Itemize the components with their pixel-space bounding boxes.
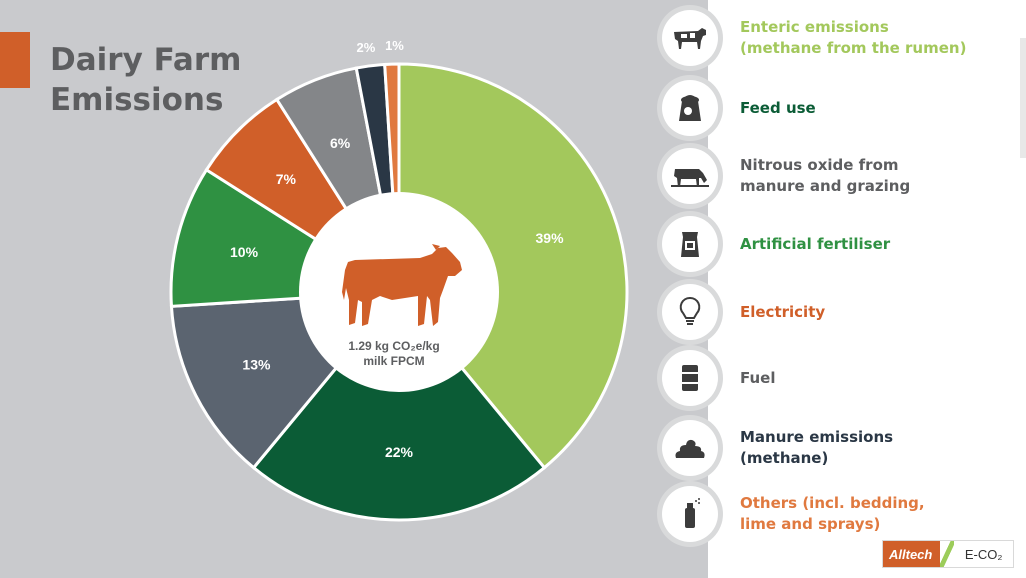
legend-label-line1: Electricity [740, 302, 826, 321]
pie-slice [251, 289, 547, 522]
cow-icon [662, 10, 718, 66]
legend-panel: Enteric emissions (methane from the rumen… [662, 0, 1026, 578]
legend-item: Artificial fertiliser [662, 216, 1026, 278]
legend-label-line1: Nitrous oxide from [740, 156, 899, 174]
cow-silhouette-icon [342, 244, 462, 326]
slice-value-label: 7% [276, 171, 297, 187]
legend-label-line2: (methane) [740, 449, 829, 467]
legend-label-line2: (methane from the rumen) [740, 39, 967, 57]
legend-label: Enteric emissions (methane from the rumen… [740, 10, 990, 66]
legend-label: Nitrous oxide from manure and grazing [740, 148, 990, 204]
legend-label-line1: Manure emissions [740, 428, 894, 446]
legend-label-line1: Others (incl. bedding, [740, 494, 925, 512]
legend-label-line2: lime and sprays) [740, 515, 881, 533]
legend-label: Fuel [740, 350, 990, 406]
feed-bag-icon [662, 80, 718, 136]
legend-item: Manure emissions (methane) [662, 420, 1026, 482]
slice-value-label: 6% [330, 135, 351, 151]
slice-value-label: 10% [230, 244, 259, 260]
slice-value-label: 13% [242, 357, 271, 373]
center-metric-line1: 1.29 kg CO₂e/kg [348, 339, 439, 353]
logo-divider [940, 541, 955, 567]
side-shadow [1020, 38, 1026, 158]
legend-label: Feed use [740, 80, 990, 136]
slice-labels: 39% 22% 13% 10% 7% 6% 2% 1% [230, 38, 564, 460]
manure-icon [662, 420, 718, 476]
legend-label-line1: Fuel [740, 368, 776, 387]
donut-chart: 39% 22% 13% 10% 7% 6% 2% 1% 1.29 kg CO₂e/kg mil… [169, 38, 629, 522]
lightbulb-icon [662, 284, 718, 340]
page-title-line2: Emissions [50, 82, 224, 118]
legend-label-line1: Feed use [740, 98, 816, 117]
legend-label: Artificial fertiliser [740, 216, 990, 272]
legend-item: Enteric emissions (methane from the rumen… [662, 10, 1026, 72]
legend-label: Others (incl. bedding, lime and sprays) [740, 486, 990, 542]
legend-label: Electricity [740, 284, 990, 340]
center-metric-line2: milk FPCM [363, 354, 424, 368]
legend-item: Fuel [662, 350, 1026, 412]
page-title-line1: Dairy Farm [50, 42, 242, 78]
eco2-logo: E-CO₂ [964, 546, 1003, 562]
legend-item: Feed use [662, 80, 1026, 142]
title-accent-bar [0, 32, 30, 88]
slice-value-label: 1% [385, 38, 404, 53]
slice-value-label: 22% [385, 444, 414, 460]
slice-value-label: 39% [536, 230, 565, 246]
alltech-logo: Alltech [883, 541, 941, 567]
page-title: Dairy Farm Emissions [50, 40, 310, 120]
spray-can-icon [662, 486, 718, 542]
fuel-barrel-icon [662, 350, 718, 406]
fertiliser-bag-icon [662, 216, 718, 272]
legend-label-line1: Enteric emissions [740, 18, 889, 36]
legend-label-line2: manure and grazing [740, 177, 911, 195]
grazing-cow-icon [662, 148, 718, 204]
legend-label: Manure emissions (methane) [740, 420, 990, 476]
legend-item: Electricity [662, 284, 1026, 346]
brand-logo: Alltech E-CO₂ [882, 540, 1014, 568]
pie-slice [397, 62, 629, 470]
legend-item: Others (incl. bedding, lime and sprays) [662, 486, 1026, 548]
legend-label-line1: Artificial fertiliser [740, 234, 891, 253]
slice-value-label: 2% [357, 40, 376, 55]
legend-item: Nitrous oxide from manure and grazing [662, 148, 1026, 210]
